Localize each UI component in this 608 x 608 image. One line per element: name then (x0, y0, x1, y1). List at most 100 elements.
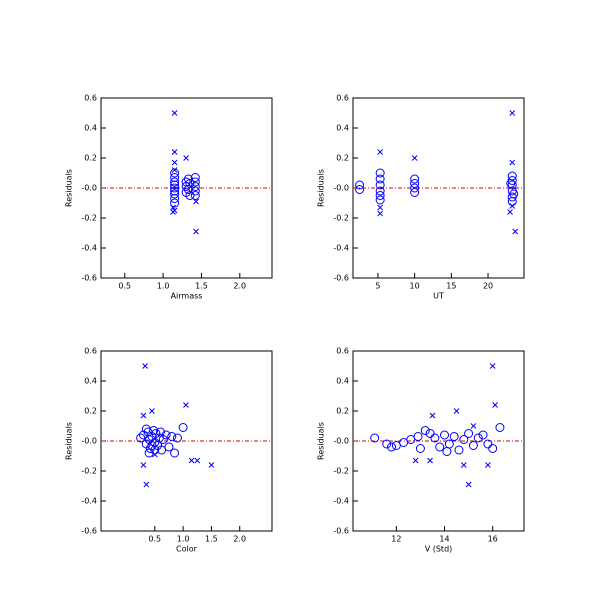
x-tick-label: 1.5 (205, 535, 218, 544)
y-tick-label: -0.2 (333, 467, 349, 476)
x-tick-label: 2.0 (233, 282, 246, 291)
circle-point (355, 180, 365, 190)
y-tick-label: -0.0 (333, 184, 349, 193)
cross-point (512, 228, 519, 235)
x-tick-label: 20 (483, 282, 493, 291)
circle-point (375, 186, 385, 196)
circle-point (172, 433, 182, 443)
circle-point (375, 174, 385, 184)
circle-point (509, 189, 519, 199)
y-tick-label: -0.4 (81, 497, 97, 506)
cross-point (194, 457, 201, 464)
circle-point (415, 444, 425, 453)
cross-point (140, 412, 147, 419)
cross-point (377, 149, 384, 155)
y-axis-label: Residuals (65, 422, 74, 460)
y-tick-label: -0.4 (333, 497, 349, 506)
circle-point (161, 430, 171, 440)
x-axis-label: Airmass (171, 292, 203, 301)
cross-point (208, 462, 215, 468)
cross-point (492, 402, 498, 408)
x-tick-label: 1.0 (157, 282, 170, 291)
x-tick-label: 10 (410, 282, 420, 291)
circle-point (155, 427, 165, 437)
circle-point (464, 429, 474, 438)
cross-point (460, 462, 467, 468)
circle-point (430, 433, 440, 443)
circle-point (141, 424, 151, 434)
y-axis-label: Residuals (65, 169, 74, 207)
circle-point (478, 430, 488, 440)
x-axis-label: Color (176, 545, 198, 554)
x-tick-label: 14 (439, 535, 449, 544)
cross-point (411, 155, 418, 161)
cross-point (188, 457, 195, 464)
circle-point (410, 188, 420, 197)
y-tick-label: -0.4 (333, 244, 349, 253)
y-tick-label: 0.4 (336, 124, 349, 133)
cross-point (193, 228, 199, 235)
circle-point (170, 448, 180, 458)
circle-point (413, 432, 423, 441)
cross-point (140, 462, 147, 468)
circle-point (158, 435, 168, 444)
y-tick-label: -0.6 (333, 274, 349, 283)
y-tick-label: 0.6 (336, 347, 349, 356)
cross-point (427, 457, 433, 464)
cross-point (171, 167, 178, 173)
cross-point (429, 412, 436, 419)
y-tick-label: 0.2 (336, 407, 349, 416)
x-axis-label: V (Std) (425, 545, 453, 554)
cross-point (453, 408, 460, 414)
y-tick-label: -0.0 (81, 184, 97, 193)
circle-point (440, 430, 450, 440)
circle-point (506, 179, 516, 188)
cross-point (183, 402, 189, 408)
cross-point (509, 110, 516, 116)
y-tick-label: 0.6 (336, 94, 349, 103)
circle-point (495, 423, 505, 432)
x-axis-label: UT (433, 292, 444, 301)
cross-point (171, 207, 178, 214)
circle-point (190, 186, 200, 196)
y-tick-label: 0.6 (84, 347, 97, 356)
circle-point (170, 180, 180, 190)
y-tick-label: -0.6 (81, 527, 97, 536)
circle-point (355, 185, 365, 194)
x-tick-label: 2.0 (233, 535, 246, 544)
cross-point (465, 481, 472, 488)
x-tick-label: 5 (375, 282, 380, 291)
circle-point (410, 183, 420, 193)
circle-point (382, 439, 392, 449)
cross-point (143, 481, 150, 488)
y-tick-label: 0.4 (84, 124, 97, 133)
circle-point (190, 191, 200, 200)
y-tick-label: 0.2 (84, 154, 97, 163)
circle-point (185, 179, 195, 188)
cross-point (170, 204, 176, 211)
circle-point (138, 430, 148, 440)
circle-point (170, 183, 180, 193)
x-tick-label: 15 (446, 282, 456, 291)
circle-point (164, 442, 174, 452)
y-tick-label: -0.2 (81, 467, 97, 476)
cross-point (507, 209, 513, 215)
cross-point (485, 462, 491, 468)
circle-point (449, 432, 459, 441)
cross-point (489, 363, 496, 369)
circle-point (151, 429, 161, 438)
y-axis-label: Residuals (317, 169, 326, 207)
circle-point (170, 177, 180, 187)
circle-point (170, 198, 180, 208)
circle-point (167, 432, 177, 441)
cross-point (171, 159, 178, 166)
x-tick-label: 1.5 (195, 282, 208, 291)
x-tick-label: 0.5 (118, 282, 131, 291)
y-tick-label: 0.6 (84, 94, 97, 103)
circle-point (170, 189, 180, 199)
y-tick-label: -0.4 (81, 244, 97, 253)
circle-point (473, 433, 483, 443)
circle-point (454, 445, 464, 455)
circle-point (190, 177, 200, 187)
